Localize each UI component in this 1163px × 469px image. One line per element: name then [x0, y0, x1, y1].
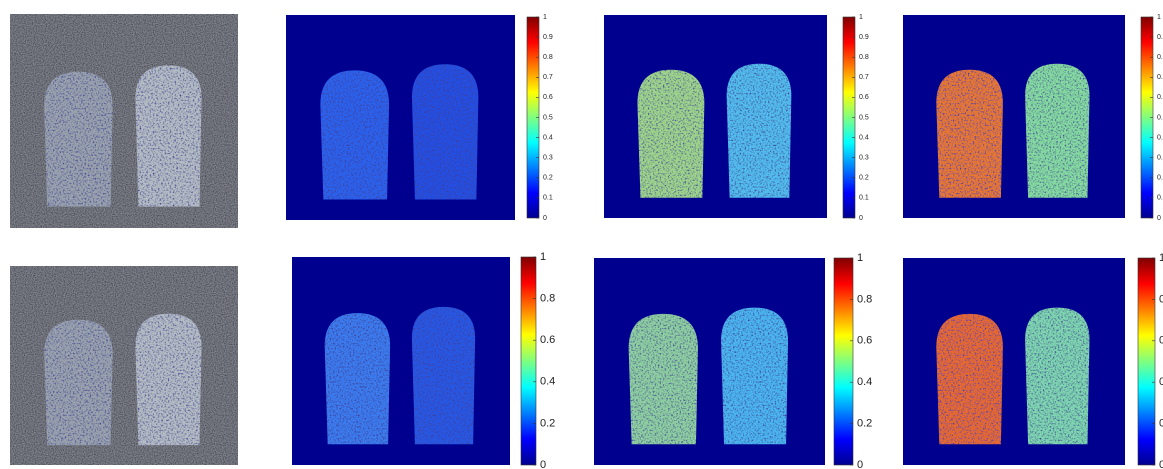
- grayscale-image: [10, 266, 238, 465]
- finger: [135, 65, 201, 206]
- jet-map-image: [292, 257, 510, 465]
- image-background: [10, 266, 238, 465]
- image-background: [286, 15, 515, 220]
- colorbar-tick-label: 0.2: [859, 175, 869, 182]
- image-background: [903, 15, 1125, 218]
- finger: [135, 314, 201, 445]
- colorbar-tick-label: 0.4: [540, 376, 555, 388]
- image-background: [604, 15, 827, 218]
- colorbar: 0 0.2 0.4 0.6 0.8 1: [834, 252, 872, 469]
- finger: [44, 320, 112, 445]
- finger: [412, 307, 475, 444]
- colorbar-tick-label: 0.8: [1157, 54, 1163, 61]
- grayscale-image: [10, 14, 238, 228]
- colorbar-gradient: [834, 258, 853, 465]
- finger: [1025, 308, 1089, 445]
- colorbar-gradient: [1138, 258, 1155, 465]
- colorbar: 0 0.2 0.4 0.6 0.8 1: [521, 251, 555, 469]
- jet-map-image: [604, 15, 827, 218]
- finger: [44, 72, 112, 207]
- colorbar-tick-label: 0.4: [857, 376, 872, 388]
- colorbar-tick-label: 0.8: [859, 54, 869, 61]
- colorbar-tick-label: 1: [543, 14, 547, 21]
- colorbar-tick-label: 0.9: [859, 34, 869, 41]
- finger: [629, 314, 698, 444]
- colorbar-tick-label: 0.8: [540, 293, 555, 305]
- colorbar-tick-label: 1: [1159, 252, 1163, 264]
- colorbar-tick-label: 0.6: [1157, 94, 1163, 101]
- colorbar-tick-label: 0.5: [1157, 114, 1163, 121]
- jet-map-image: [594, 258, 825, 465]
- colorbar-tick-label: 0: [859, 215, 863, 222]
- colorbar-tick-label: 1: [540, 251, 546, 263]
- colorbar-tick-label: 0.2: [1159, 418, 1163, 430]
- colorbar-tick-label: 0.2: [543, 175, 553, 182]
- colorbar-tick-label: 0.6: [540, 334, 555, 346]
- finger: [936, 70, 1003, 198]
- colorbar: 0 0.1 0.2 0.3 0.4 0.5 0.6 0.7 0.8 0.9 1: [843, 14, 869, 222]
- colorbar-tick-label: 0.7: [859, 74, 869, 81]
- colorbar-tick-label: 0.5: [543, 114, 553, 121]
- finger: [727, 64, 792, 198]
- colorbar: 0 0.2 0.4 0.6 0.8 1: [1138, 252, 1163, 469]
- finger: [1025, 64, 1089, 198]
- colorbar-tick-label: 0.3: [1157, 155, 1163, 162]
- finger: [721, 308, 788, 445]
- colorbar: 0 0.1 0.2 0.3 0.4 0.5 0.6 0.7 0.8 0.9 1: [1141, 14, 1163, 222]
- jet-map-image: [903, 15, 1125, 218]
- finger: [637, 70, 704, 198]
- colorbar-tick-label: 0: [540, 459, 546, 469]
- finger: [936, 314, 1003, 444]
- finger: [320, 70, 389, 199]
- colorbar-tick-label: 0.9: [543, 34, 553, 41]
- finger: [325, 313, 390, 444]
- finger: [412, 64, 478, 199]
- colorbar-tick-label: 0.2: [540, 417, 555, 429]
- jet-map-image: [286, 15, 515, 220]
- image-background: [292, 257, 510, 465]
- colorbar-tick-label: 1: [1157, 14, 1161, 21]
- colorbar-tick-label: 0.8: [857, 293, 872, 305]
- colorbar-tick-label: 0: [1157, 215, 1161, 222]
- colorbar-tick-label: 0.4: [543, 134, 553, 141]
- colorbar-tick-label: 0.7: [543, 74, 553, 81]
- figure: 00.10.20.30.40.50.60.70.80.9100.10.20.30…: [0, 0, 1163, 469]
- colorbar-tick-label: 0.4: [1159, 376, 1163, 388]
- colorbar-tick-label: 1: [859, 14, 863, 21]
- colorbar-tick-label: 0.4: [1157, 134, 1163, 141]
- colorbar-tick-label: 0.6: [543, 94, 553, 101]
- colorbar-tick-label: 0.6: [859, 94, 869, 101]
- image-background: [594, 258, 825, 465]
- colorbar-tick-label: 0.8: [1159, 293, 1163, 305]
- colorbar-tick-label: 0.1: [859, 195, 869, 202]
- colorbar-tick-label: 0.6: [1159, 335, 1163, 347]
- colorbar-tick-label: 0.3: [543, 155, 553, 162]
- colorbar-tick-label: 0: [857, 459, 863, 469]
- image-background: [903, 258, 1125, 465]
- colorbar: 0 0.1 0.2 0.3 0.4 0.5 0.6 0.7 0.8 0.9 1: [527, 14, 553, 222]
- colorbar-tick-label: 1: [857, 252, 863, 264]
- colorbar-tick-label: 0.3: [859, 155, 869, 162]
- colorbar-tick-label: 0.2: [1157, 175, 1163, 182]
- colorbar-tick-label: 0.5: [859, 114, 869, 121]
- colorbar-tick-label: 0.8: [543, 54, 553, 61]
- image-background: [10, 14, 238, 228]
- colorbar-tick-label: 0: [1159, 459, 1163, 469]
- colorbar-tick-label: 0.7: [1157, 74, 1163, 81]
- colorbar-tick-label: 0.1: [543, 195, 553, 202]
- colorbar-tick-label: 0: [543, 215, 547, 222]
- colorbar-tick-label: 0.6: [857, 335, 872, 347]
- colorbar-tick-label: 0.4: [859, 134, 869, 141]
- colorbar-tick-label: 0.2: [857, 418, 872, 430]
- colorbar-tick-label: 0.1: [1157, 195, 1163, 202]
- colorbar-tick-label: 0.9: [1157, 34, 1163, 41]
- colorbar-gradient: [521, 257, 536, 465]
- jet-map-image: [903, 258, 1125, 465]
